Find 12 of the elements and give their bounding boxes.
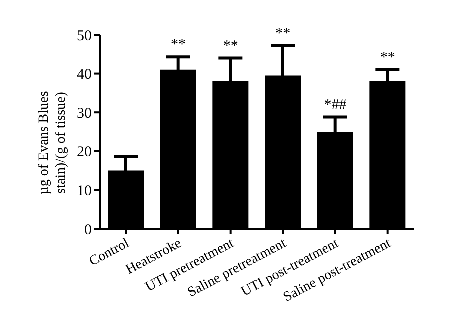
y-tick-label: 50 <box>77 28 92 44</box>
annotation: ** <box>276 26 291 42</box>
y-tick-label: 30 <box>77 106 92 122</box>
y-tick-label: 10 <box>77 184 92 200</box>
annotation: ** <box>171 37 186 54</box>
y-tick-label: 20 <box>77 144 92 161</box>
y-tick-label: 40 <box>77 67 92 84</box>
annotation: ** <box>223 38 238 54</box>
y-tick-label: 0 <box>84 222 92 238</box>
y-axis-title: µg of Evans Blues stain)/(g of tissue) <box>37 91 69 195</box>
annotation: ** <box>380 50 396 66</box>
annotation: *## <box>324 97 348 114</box>
